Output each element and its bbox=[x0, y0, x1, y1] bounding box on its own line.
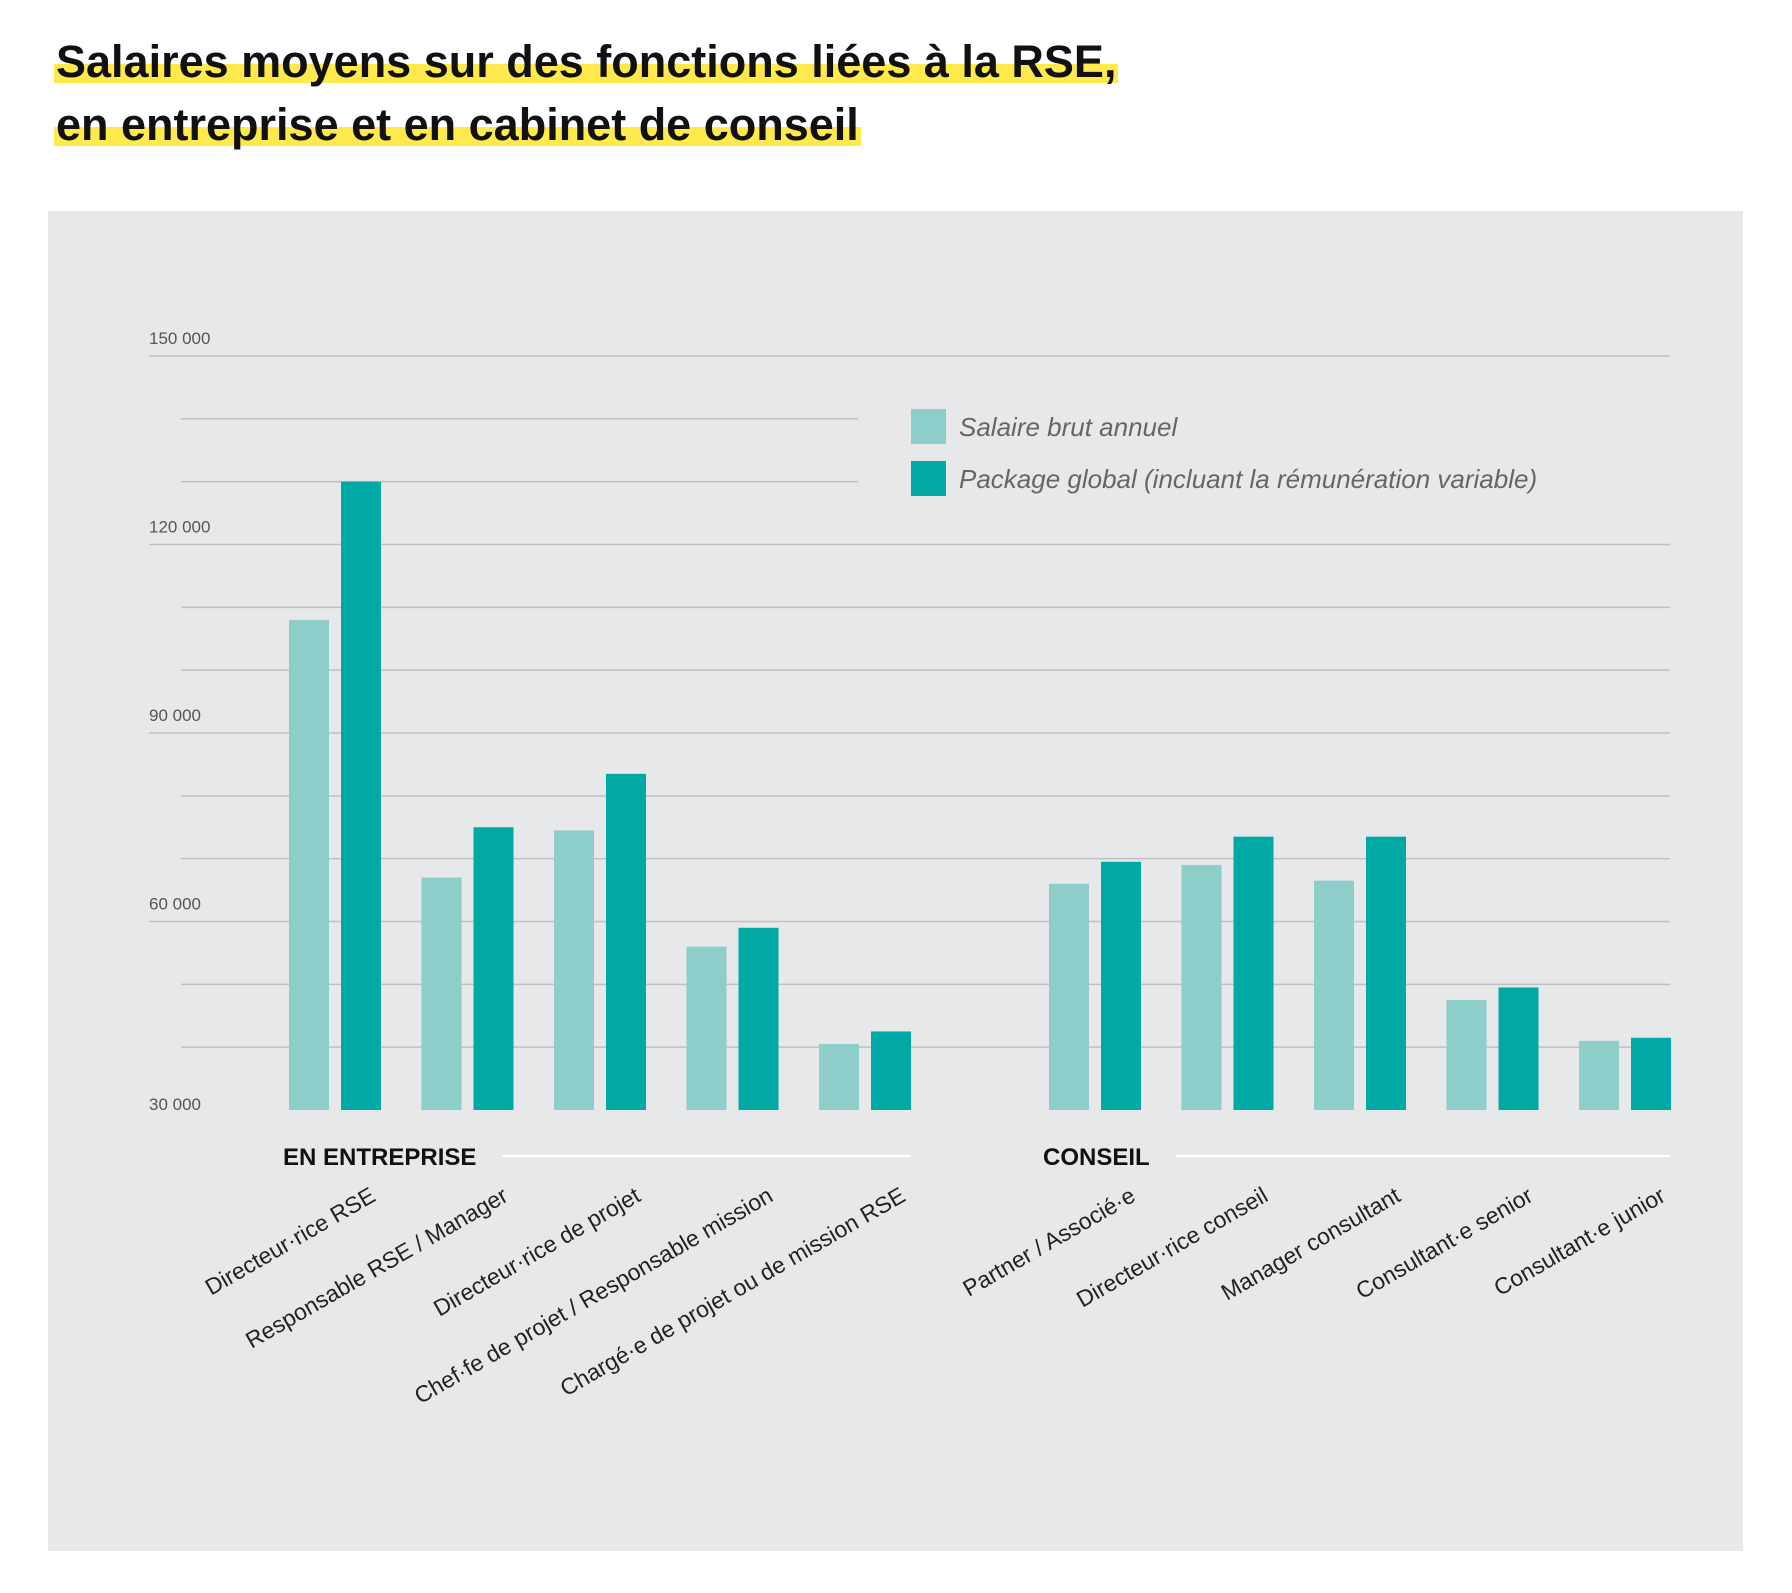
bar-salaire bbox=[819, 1044, 859, 1110]
legend-swatch bbox=[911, 461, 946, 496]
bar-package bbox=[1366, 836, 1406, 1110]
bar-salaire bbox=[1446, 1000, 1487, 1110]
y-tick-label: 120 000 bbox=[149, 518, 210, 537]
bar-package bbox=[871, 1031, 911, 1110]
y-tick-label: 90 000 bbox=[149, 706, 201, 725]
y-tick-label: 150 000 bbox=[149, 329, 210, 348]
bar-salaire bbox=[554, 830, 594, 1110]
bar-salaire bbox=[1314, 880, 1354, 1110]
bar-salaire bbox=[1049, 883, 1089, 1110]
bar-package bbox=[606, 773, 646, 1110]
group-label: CONSEIL bbox=[1043, 1144, 1150, 1171]
title-line-2: en entreprise et en cabinet de conseil bbox=[54, 99, 861, 150]
chart-title: Salaires moyens sur des fonctions liées … bbox=[54, 30, 1119, 156]
bar-salaire bbox=[1181, 864, 1222, 1110]
bar-package bbox=[341, 481, 381, 1111]
bar-package bbox=[1101, 861, 1141, 1110]
bar-package bbox=[1233, 836, 1274, 1110]
bar-salaire bbox=[421, 877, 462, 1110]
bar-salaire bbox=[289, 619, 329, 1110]
group-label: EN ENTREPRISE bbox=[283, 1144, 476, 1171]
bar-package bbox=[738, 927, 779, 1110]
legend-swatch bbox=[911, 409, 946, 444]
bar-package bbox=[1631, 1037, 1671, 1110]
y-tick-label: 30 000 bbox=[149, 1095, 201, 1114]
y-tick-label: 60 000 bbox=[149, 895, 201, 914]
chart-panel bbox=[48, 211, 1743, 1551]
bar-package bbox=[1498, 987, 1539, 1110]
title-line-1: Salaires moyens sur des fonctions liées … bbox=[54, 36, 1119, 87]
bar-salaire bbox=[686, 946, 727, 1110]
legend-label: Package global (incluant la rémunération… bbox=[959, 464, 1537, 494]
legend-label: Salaire brut annuel bbox=[959, 412, 1178, 442]
bar-package bbox=[473, 827, 514, 1110]
bar-salaire bbox=[1579, 1040, 1619, 1110]
